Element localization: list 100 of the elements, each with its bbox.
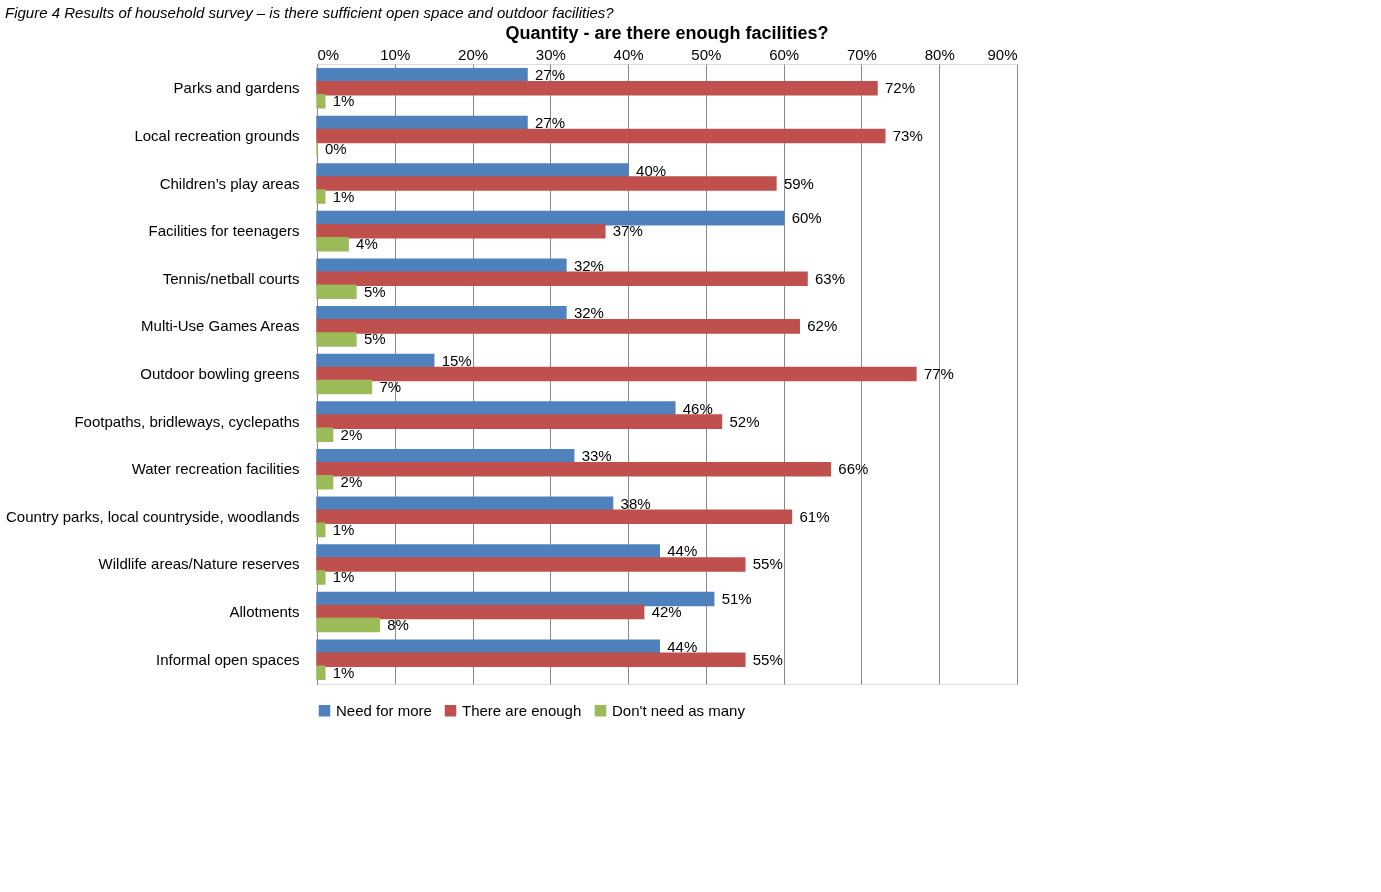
data-label: 1% <box>332 520 355 538</box>
bar <box>316 639 660 654</box>
data-label: 77% <box>923 365 954 382</box>
bar <box>316 401 676 416</box>
data-label: 73% <box>892 126 923 144</box>
data-label: 15% <box>441 351 472 369</box>
bar <box>316 189 326 204</box>
x-tick-label: 50% <box>691 45 722 63</box>
bar <box>316 496 614 512</box>
bar <box>316 94 326 109</box>
data-label: 59% <box>783 174 814 192</box>
data-label: 5% <box>363 282 386 300</box>
bar <box>316 448 575 464</box>
x-tick-label: 80% <box>924 45 955 63</box>
bar <box>316 544 660 559</box>
data-label: 55% <box>752 555 783 573</box>
bar <box>316 306 567 321</box>
x-tick-label: 20% <box>458 45 489 63</box>
x-tick-label: 30% <box>535 45 566 63</box>
bar <box>316 284 357 300</box>
data-label: 63% <box>815 269 846 287</box>
bar <box>316 366 917 382</box>
bar <box>316 223 606 239</box>
bar <box>316 617 380 633</box>
data-label: 4% <box>356 235 378 253</box>
bar <box>316 176 777 191</box>
data-label: 51% <box>721 590 752 608</box>
bar <box>316 128 886 144</box>
data-label: 1% <box>332 663 355 681</box>
bar <box>316 271 808 287</box>
bar <box>316 522 326 538</box>
data-label: 52% <box>729 412 760 430</box>
y-tick-label: Local recreation grounds <box>134 126 300 144</box>
data-label: 2% <box>340 473 363 491</box>
bar <box>316 509 793 525</box>
data-label: 32% <box>573 304 604 322</box>
legend-label: Don't need as many <box>612 701 746 719</box>
y-tick-label: Facilities for teenagers <box>148 222 300 240</box>
data-label: 62% <box>807 317 838 335</box>
bar <box>316 604 645 620</box>
bar <box>316 475 334 490</box>
x-tick-label: 90% <box>987 45 1018 63</box>
data-label: 8% <box>387 616 409 634</box>
y-tick-label: Informal open spaces <box>156 650 300 668</box>
data-label: 42% <box>651 603 682 621</box>
data-label: 0% <box>325 139 347 157</box>
bar <box>316 414 723 429</box>
y-tick-label: Water recreation facilities <box>131 460 300 478</box>
bar <box>316 591 715 607</box>
data-label: 2% <box>340 425 363 443</box>
chart-title: Quantity - are there enough facilities? <box>505 23 829 43</box>
bar <box>316 332 357 347</box>
data-label: 27% <box>535 66 566 84</box>
bar <box>316 379 373 395</box>
data-label: 37% <box>612 222 643 240</box>
data-label: 7% <box>379 378 402 396</box>
data-label: 66% <box>838 460 869 478</box>
data-label: 38% <box>620 494 651 512</box>
x-tick-label: 40% <box>613 45 644 63</box>
bar <box>316 81 878 96</box>
data-label: 33% <box>581 447 612 465</box>
x-tick-label: 60% <box>769 45 800 63</box>
data-label: 1% <box>332 92 355 110</box>
bar <box>316 570 326 585</box>
y-tick-label: Footpaths, bridleways, cyclepaths <box>74 412 300 430</box>
y-tick-label: Children’s play areas <box>159 174 300 192</box>
y-tick-label: Tennis/netball courts <box>162 269 300 287</box>
bar <box>316 665 326 680</box>
bar <box>316 557 746 572</box>
bar <box>316 236 349 252</box>
bar <box>316 258 567 273</box>
bar <box>316 68 528 83</box>
x-tick-label: 0% <box>317 45 340 63</box>
data-label: 55% <box>752 650 783 668</box>
bar <box>316 115 528 131</box>
y-tick-label: Parks and gardens <box>173 79 300 97</box>
y-tick-label: Wildlife areas/Nature reserves <box>98 555 300 573</box>
bar <box>316 319 800 334</box>
bar <box>316 353 435 369</box>
data-label: 61% <box>799 507 830 525</box>
legend-label: Need for more <box>336 701 432 719</box>
data-label: 40% <box>636 161 667 179</box>
y-tick-label: Allotments <box>229 603 300 621</box>
x-tick-label: 10% <box>380 45 411 63</box>
bar <box>316 210 785 226</box>
y-tick-label: Multi-Use Games Areas <box>141 317 300 335</box>
data-label: 5% <box>363 330 386 348</box>
y-tick-label: Country parks, local countryside, woodlands <box>6 507 300 525</box>
data-label: 1% <box>332 568 355 586</box>
data-label: 44% <box>667 542 698 560</box>
x-tick-label: 70% <box>846 45 877 63</box>
legend-label: There are enough <box>462 701 582 719</box>
data-label: 27% <box>535 113 566 131</box>
data-label: 32% <box>573 256 604 274</box>
bar <box>316 652 746 667</box>
data-label: 1% <box>332 187 355 205</box>
y-tick-label: Outdoor bowling greens <box>140 365 300 382</box>
bar <box>316 163 629 178</box>
bar <box>316 427 334 442</box>
data-label: 72% <box>885 79 916 97</box>
